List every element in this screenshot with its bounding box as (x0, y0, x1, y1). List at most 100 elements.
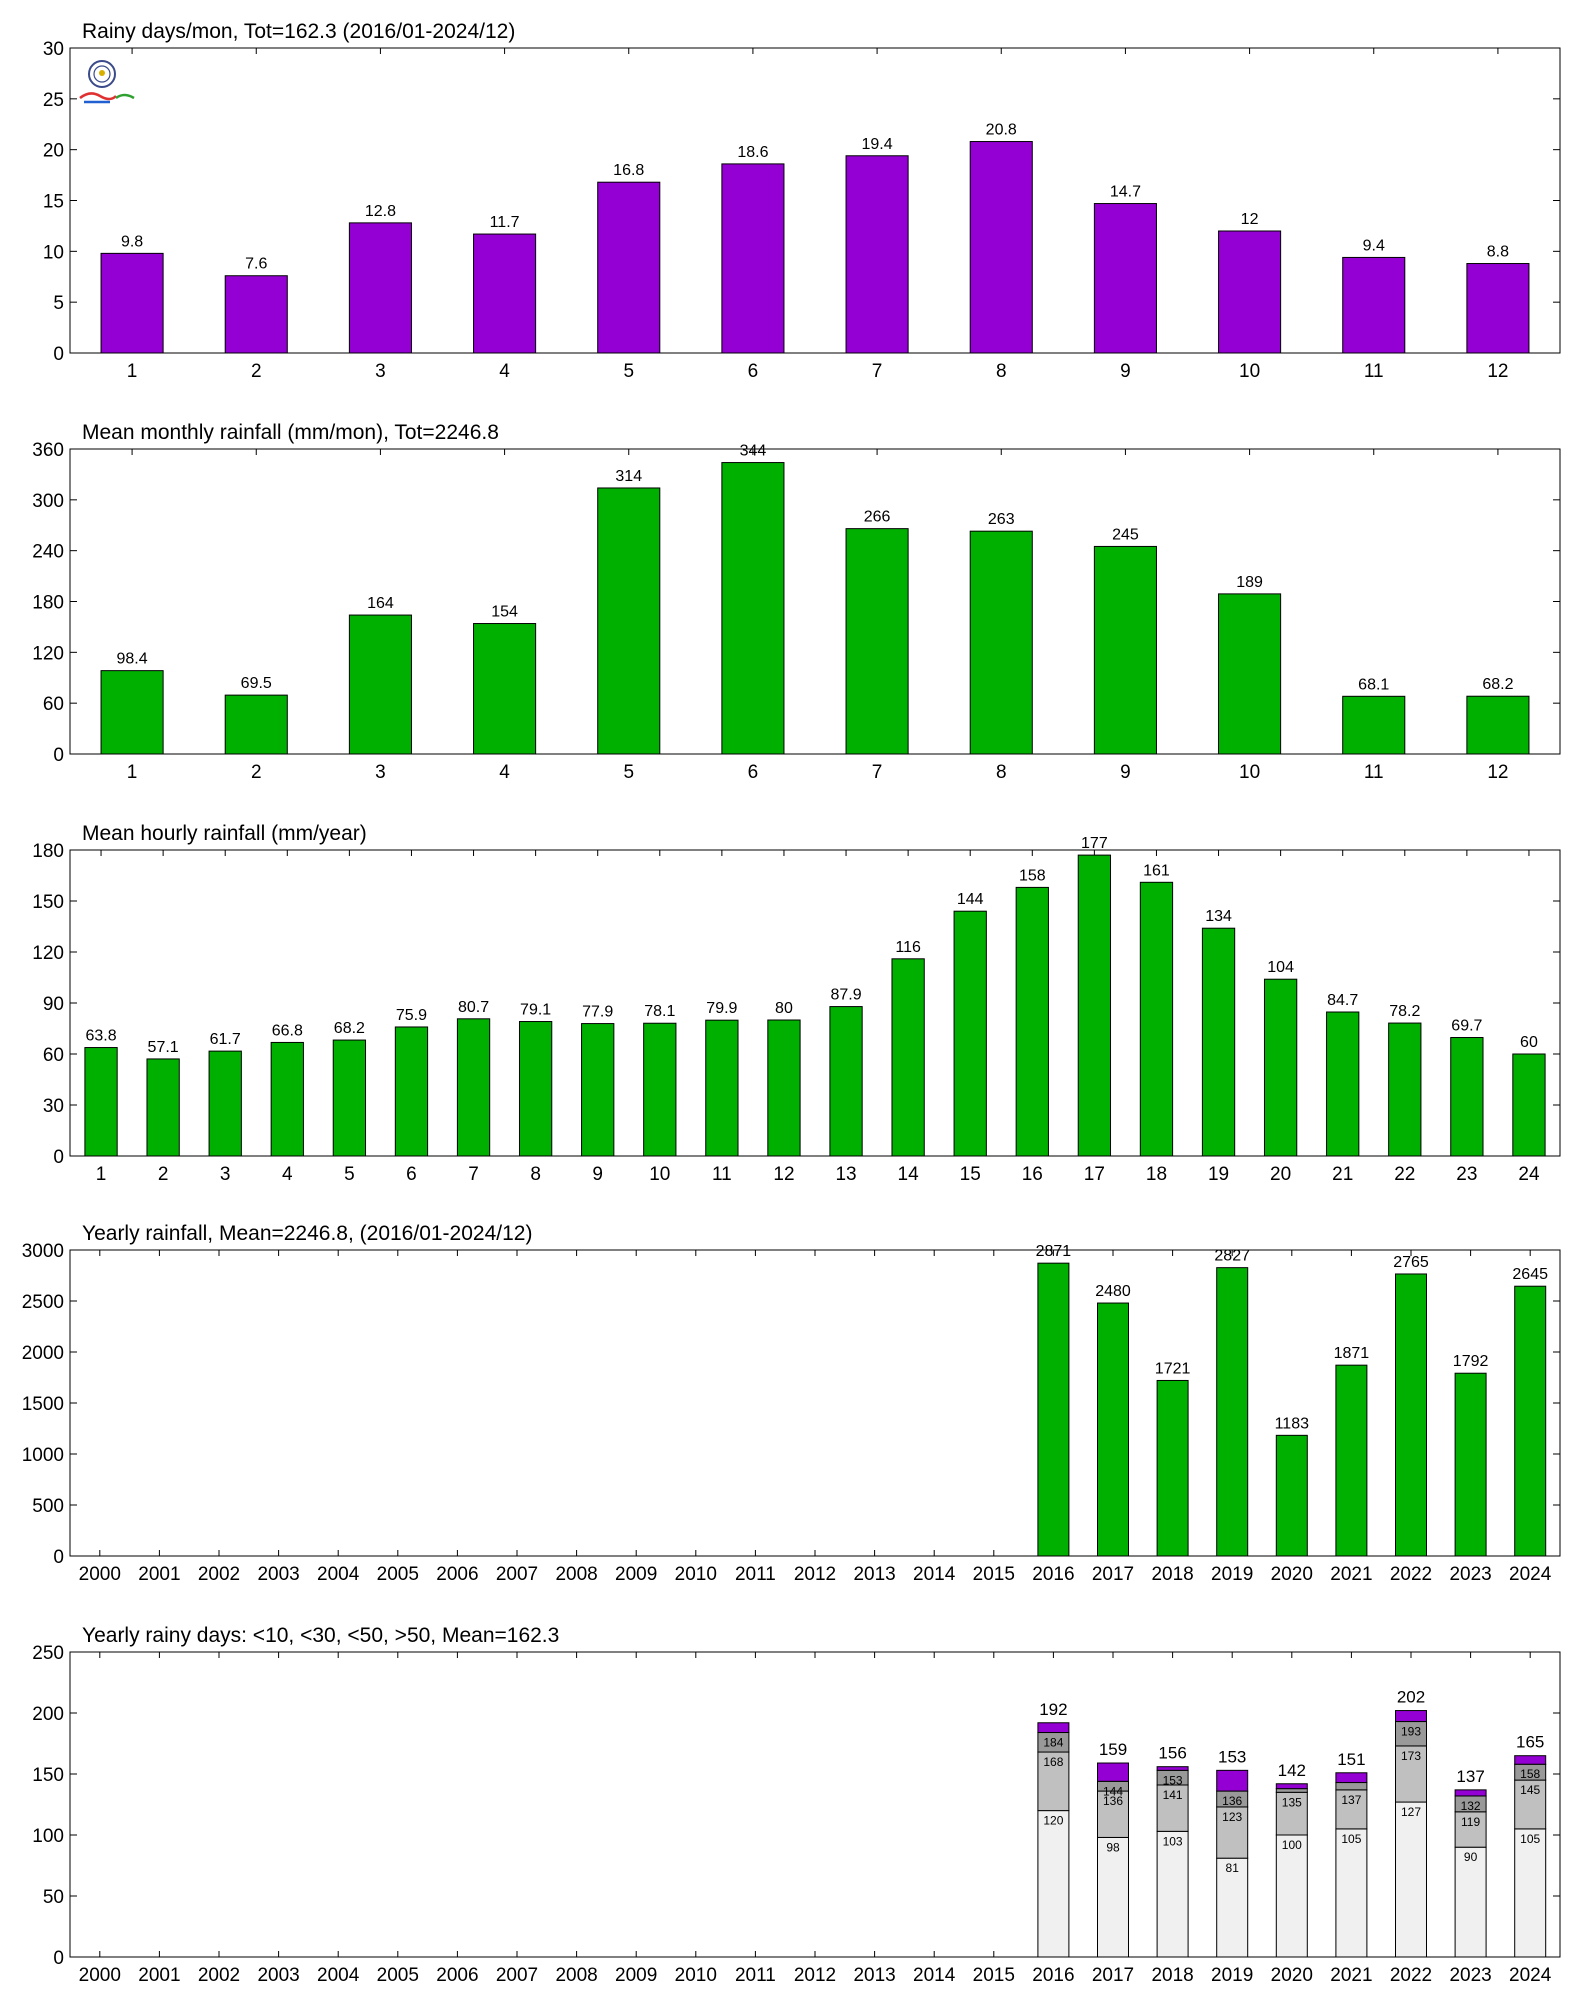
x-tick-label: 15 (960, 1164, 981, 1185)
x-tick-label: 2014 (913, 1564, 956, 1585)
bar-segment-gt50 (1216, 1769, 1249, 1792)
bar (1139, 881, 1174, 1157)
x-tick-label: 20 (1270, 1164, 1291, 1185)
y-tick-label: 30 (43, 39, 64, 60)
bar (1015, 886, 1049, 1157)
bar (1335, 1364, 1368, 1557)
x-tick-label: 2010 (675, 1965, 717, 1986)
bar (473, 233, 537, 354)
station-lab-logo-icon (79, 60, 135, 104)
bar (597, 181, 661, 354)
data-label: 80 (775, 1000, 793, 1017)
data-label: 266 (864, 509, 891, 526)
y-tick-label: 1500 (22, 1394, 64, 1415)
x-tick-label: 2007 (496, 1965, 538, 1986)
x-tick-label: 2021 (1330, 1965, 1372, 1986)
x-tick-label: 9 (1120, 361, 1131, 382)
bar (721, 163, 785, 354)
data-label: 16.8 (613, 162, 644, 179)
data-label: 19.4 (862, 136, 893, 153)
x-tick-label: 12 (773, 1164, 794, 1185)
bar-segment-lt30 (1216, 1806, 1249, 1859)
x-tick-label: 2007 (496, 1564, 538, 1585)
y-tick-label: 240 (32, 542, 64, 563)
x-tick-label: 2000 (79, 1564, 121, 1585)
bar (1077, 854, 1112, 1157)
segment-label: 103 (1163, 1834, 1183, 1848)
data-label: 116 (895, 939, 921, 956)
bar-segment-lt30 (1454, 1811, 1487, 1848)
data-label: 344 (740, 443, 767, 460)
x-tick-label: 8 (996, 361, 1007, 382)
x-tick-label: 23 (1456, 1164, 1477, 1185)
chart-title: Mean hourly rainfall (mm/year) (82, 822, 367, 845)
bar (767, 1019, 801, 1157)
bar (1395, 1273, 1427, 1557)
total-label: 142 (1278, 1761, 1306, 1780)
y-tick-label: 0 (53, 1547, 64, 1568)
x-tick-label: 2 (251, 361, 262, 382)
x-tick-label: 2013 (853, 1965, 895, 1986)
bar (705, 1019, 739, 1157)
bar (829, 1006, 863, 1157)
bar (1093, 545, 1157, 755)
bar (518, 1021, 553, 1157)
bar-segment-lt10 (1514, 1828, 1547, 1958)
x-tick-label: 2015 (973, 1564, 1015, 1585)
data-label: 78.1 (644, 1003, 675, 1020)
y-tick-label: 15 (43, 192, 64, 213)
y-tick-label: 360 (32, 440, 64, 461)
segment-label: 136 (1103, 1794, 1123, 1808)
y-tick-label: 250 (32, 1643, 64, 1664)
x-tick-label: 9 (592, 1164, 603, 1185)
data-label: 144 (957, 891, 984, 908)
x-tick-label: 10 (1239, 361, 1260, 382)
bar (1466, 695, 1530, 755)
bar (845, 155, 909, 354)
y-tick-label: 10 (43, 242, 64, 263)
bar (348, 614, 412, 755)
data-label: 9.8 (121, 233, 143, 250)
data-label: 2480 (1095, 1283, 1131, 1300)
bar (84, 1047, 118, 1157)
bar (969, 530, 1033, 755)
bar (456, 1018, 491, 1157)
x-tick-label: 2024 (1509, 1564, 1552, 1585)
x-tick-label: 2003 (257, 1564, 299, 1585)
bar-segment-lt10 (1454, 1846, 1487, 1958)
total-label: 202 (1397, 1688, 1425, 1707)
data-label: 1871 (1334, 1345, 1370, 1362)
x-tick-label: 4 (282, 1164, 293, 1185)
x-tick-label: 2024 (1509, 1965, 1552, 1986)
data-label: 2645 (1512, 1266, 1548, 1283)
y-tick-label: 120 (32, 643, 64, 664)
x-tick-label: 24 (1518, 1164, 1540, 1185)
bar (1342, 256, 1406, 354)
segment-label: 158 (1520, 1767, 1540, 1781)
x-tick-label: 6 (406, 1164, 417, 1185)
data-label: 263 (988, 511, 1015, 528)
data-label: 2765 (1393, 1254, 1429, 1271)
data-label: 104 (1267, 959, 1294, 976)
x-tick-label: 5 (623, 762, 634, 783)
y-tick-label: 150 (32, 892, 64, 913)
chart-title: Yearly rainy days: <10, <30, <50, >50, M… (82, 1624, 559, 1647)
x-tick-label: 2020 (1271, 1564, 1313, 1585)
data-label: 79.1 (520, 1002, 551, 1019)
bar (721, 462, 785, 755)
y-tick-label: 200 (32, 1704, 64, 1725)
data-label: 8.8 (1487, 244, 1509, 261)
x-tick-label: 2006 (436, 1564, 478, 1585)
y-tick-label: 60 (43, 694, 64, 715)
data-label: 77.9 (582, 1004, 613, 1021)
x-tick-label: 11 (712, 1164, 732, 1185)
total-label: 137 (1456, 1767, 1484, 1786)
y-tick-label: 150 (32, 1765, 64, 1786)
bar-segment-lt30 (1097, 1790, 1129, 1838)
x-tick-label: 2002 (198, 1965, 240, 1986)
bar (332, 1039, 367, 1157)
bar-segment-gt50 (1454, 1789, 1487, 1797)
bar (100, 252, 164, 354)
bar-segment-gt50 (1335, 1772, 1368, 1784)
